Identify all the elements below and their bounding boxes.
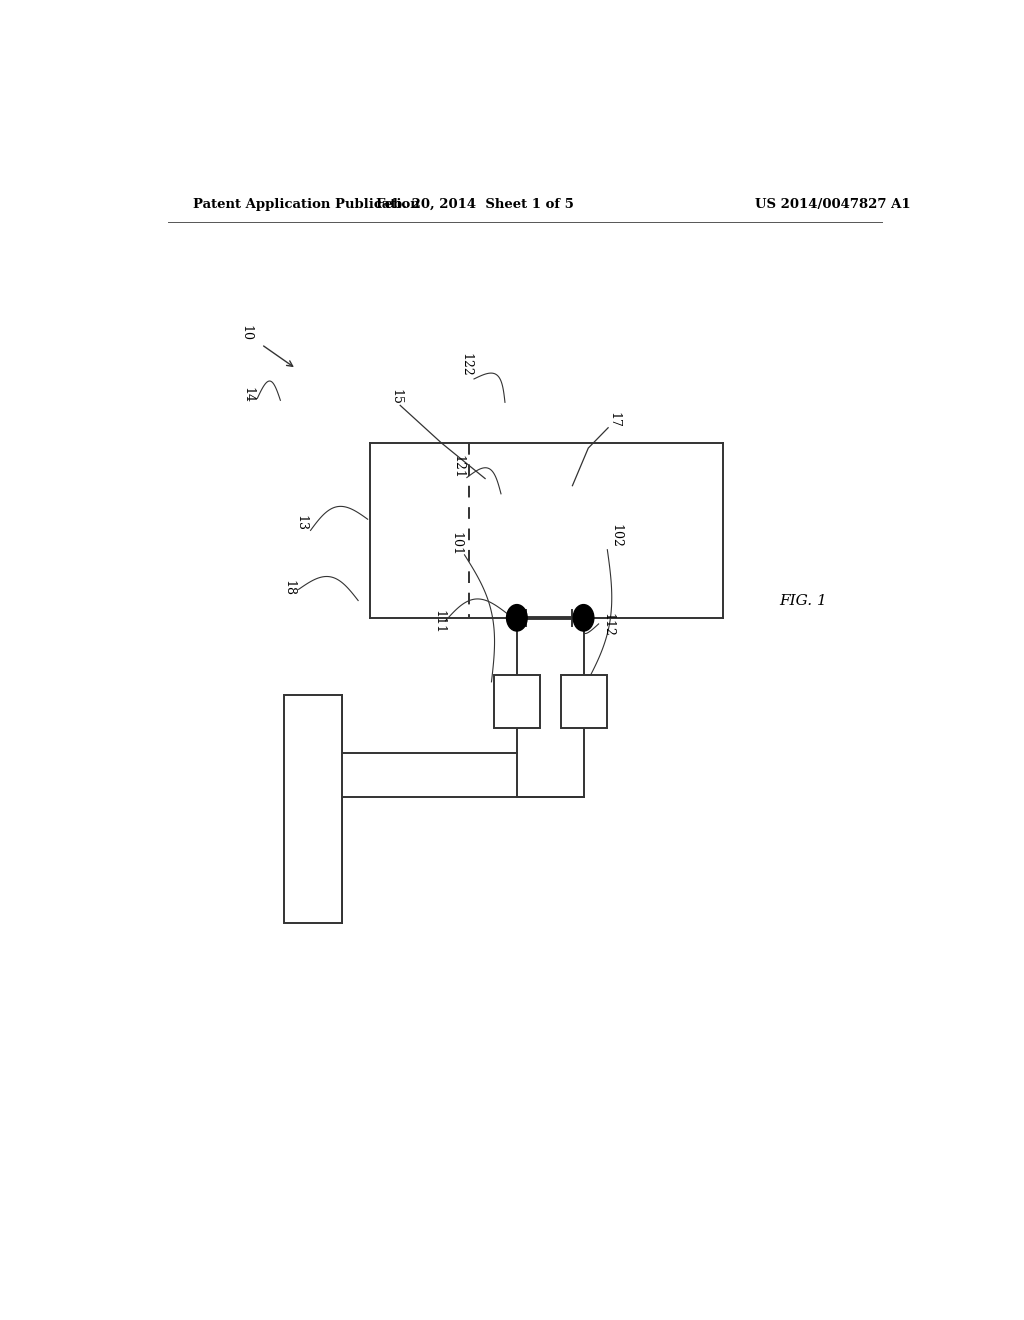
Text: 122: 122 xyxy=(460,354,473,378)
Text: 111: 111 xyxy=(432,610,445,634)
Circle shape xyxy=(573,605,594,631)
Text: FIG. 1: FIG. 1 xyxy=(778,594,826,607)
Text: Feb. 20, 2014  Sheet 1 of 5: Feb. 20, 2014 Sheet 1 of 5 xyxy=(376,198,573,211)
Text: 17: 17 xyxy=(607,412,621,428)
Circle shape xyxy=(507,605,527,631)
Text: 13: 13 xyxy=(295,515,307,532)
Text: 121: 121 xyxy=(452,454,465,479)
Text: 15: 15 xyxy=(390,389,402,405)
Text: 10: 10 xyxy=(239,325,252,342)
Text: 101: 101 xyxy=(450,532,463,556)
Text: Patent Application Publication: Patent Application Publication xyxy=(194,198,420,211)
FancyBboxPatch shape xyxy=(494,675,540,727)
Text: 14: 14 xyxy=(242,387,255,404)
Text: 102: 102 xyxy=(609,524,623,548)
Text: US 2014/0047827 A1: US 2014/0047827 A1 xyxy=(755,198,910,211)
FancyBboxPatch shape xyxy=(560,675,606,727)
Text: 18: 18 xyxy=(283,581,296,597)
Text: 112: 112 xyxy=(601,614,614,638)
FancyBboxPatch shape xyxy=(284,696,342,923)
